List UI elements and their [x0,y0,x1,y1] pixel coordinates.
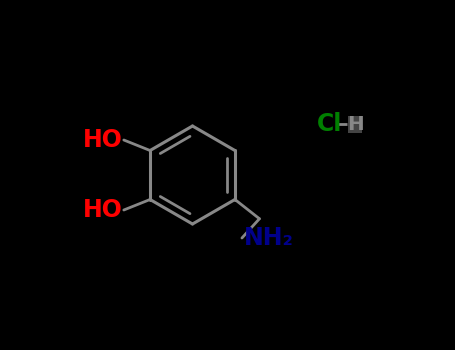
Text: Cl: Cl [317,112,342,136]
FancyBboxPatch shape [348,116,362,133]
Text: H: H [347,115,364,134]
Text: HO: HO [82,128,122,152]
Text: HO: HO [82,198,122,222]
Text: NH₂: NH₂ [244,226,293,250]
